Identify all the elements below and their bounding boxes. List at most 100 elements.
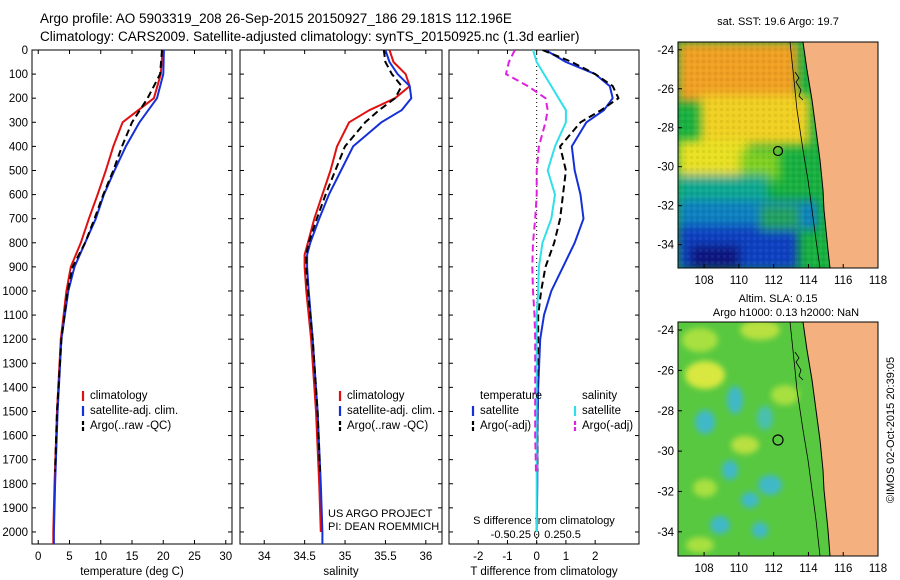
y-tick-label: 1200 [2,334,28,346]
map-y-tick-label: -30 [657,446,674,458]
legend-title: temperature [480,390,542,402]
map-subtitle: Argo h1000: 0.13 h2000: NaN [713,307,859,319]
imos-credit: ©IMOS 02-Oct-2015 20:39:05 [881,300,900,560]
map-y-tick-label: -26 [657,365,674,377]
argo-marker-sst [772,145,784,157]
y-tick-label: 1600 [2,431,28,443]
x-tick-label: -2 [473,551,483,563]
panel-temperature: 0 5 10 15 20 25 30 temperature (deg C) 0 100 200 30… [2,45,233,578]
y-tick-label: 1100 [3,310,28,322]
series-group [505,50,620,533]
panel-difference: -2 -1 0 1 2 T difference from climatology -0.5… [448,49,640,578]
s-tick-label: 0 [534,529,540,541]
x-tick-label: 36 [419,551,432,563]
x-tick-label: 20 [157,551,170,563]
map-axes-sst: 108 110 112 114 116 118 -24 -26 -28 -30 -32 -34 sat.… [657,16,887,287]
y-tick-label: 1000 [2,286,28,298]
map-x-tick-label: 112 [764,563,782,575]
pi-label: PI: DEAN ROEMMICH [328,521,439,533]
x-tick-label: 5 [66,551,72,563]
legend-title: salinity [582,390,617,402]
map-y-tick-label: -28 [657,406,674,418]
x-tick-label: 0 [533,551,539,563]
x-tick-label: 35.5 [374,551,396,563]
s-tick-label: -0.5 [491,529,510,541]
panel-frame-salinity [239,49,443,545]
panel-frame-difference [448,49,640,545]
s-axis-label: S difference from climatology [473,515,615,527]
legend-label: satellite-adj. clim. [347,405,435,417]
s-tick-label: 0.25 [544,529,565,541]
x-axis-label: temperature (deg C) [80,566,184,578]
panel-salinity: 34 34.5 35 35.5 36 salinity climatology satelli… [239,49,443,578]
sst-map [678,42,878,268]
land-australia [803,42,878,268]
series-line-argo-adj- [505,50,549,472]
x-tick-label: -1 [502,551,512,563]
map-x-tick-label: 118 [869,563,887,575]
map-axes-sla: 108 110 112 114 116 118 -24 -26 -28 -30 -32 -34 Alti… [657,293,887,575]
y-tick-label: 1700 [2,455,28,467]
s-tick-label: 0.5 [566,529,581,541]
land-australia [803,322,878,556]
y-tick-label: 600 [9,190,28,202]
map-y-tick-label: -30 [657,162,674,174]
series-line-satellite [535,50,614,533]
x-axis-label: T difference from climatology [470,566,617,578]
x-tick-label: 35 [339,551,352,563]
imos-credit-text: ©IMOS 02-Oct-2015 20:39:05 [885,356,897,504]
map-x-tick-label: 114 [799,563,818,575]
y-tick-label: 500 [9,165,28,177]
sla-map [678,322,878,556]
argo-marker-sla [772,434,784,446]
series-line-argo-adj- [536,50,620,472]
map-title: Altim. SLA: 0.15 [739,293,818,305]
map-x-tick-label: 114 [799,275,818,287]
legend-label: climatology [90,390,148,402]
map-x-tick-label: 108 [694,563,713,575]
legend-label: Argo(-adj) [480,420,531,432]
y-tick-label: 300 [9,117,28,129]
climatology-title: Climatology: CARS2009. Satellite-adjuste… [40,29,580,44]
x-axis-label: salinity [323,566,358,578]
series-line-satellite [532,50,567,532]
x-tick-label: 15 [126,551,139,563]
y-tick-label: 200 [9,93,28,105]
y-tick-label: 1900 [2,503,28,515]
y-tick-label: 100 [9,69,28,81]
y-tick-label: 900 [9,262,28,274]
project-label: US ARGO PROJECT [328,508,433,520]
legend-label: satellite [582,405,621,417]
map-y-tick-label: -24 [657,45,674,57]
series-line-argo-raw-qc- [54,50,163,472]
map-y-tick-label: -34 [657,527,674,539]
y-tick-label: 1400 [2,382,28,394]
map-x-tick-label: 110 [730,275,748,287]
legend-label: Argo(..raw -QC) [90,420,171,432]
y-tick-label: 800 [9,238,28,250]
map-y-tick-label: -24 [657,325,674,337]
x-tick-label: 34 [258,551,271,563]
legend-label: satellite [480,405,519,417]
map-x-tick-label: 116 [834,563,852,575]
map-y-tick-label: -32 [657,201,674,213]
map-title: sat. SST: 19.6 Argo: 19.7 [717,16,839,28]
map-y-tick-label: -32 [657,486,674,498]
map-x-tick-label: 116 [834,275,852,287]
y-tick-label: 400 [9,141,28,153]
profile-title: Argo profile: AO 5903319_208 26-Sep-2015… [40,11,512,26]
x-tick-label: 0 [35,551,41,563]
y-tick-label: 1800 [2,479,28,491]
legend-label: Argo(-adj) [582,420,633,432]
map-x-tick-label: 108 [694,275,713,287]
map-x-tick-label: 118 [869,275,887,287]
y-tick-label: 700 [9,214,28,226]
y-tick-label: 1300 [2,358,28,370]
x-tick-label: 34.5 [293,551,315,563]
legend-label: satellite-adj. clim. [90,405,178,417]
x-tick-label: 25 [188,551,201,563]
series-group [303,50,413,544]
map-x-tick-label: 112 [764,275,782,287]
x-tick-label: 30 [219,551,232,563]
map-x-tick-label: 110 [730,563,748,575]
